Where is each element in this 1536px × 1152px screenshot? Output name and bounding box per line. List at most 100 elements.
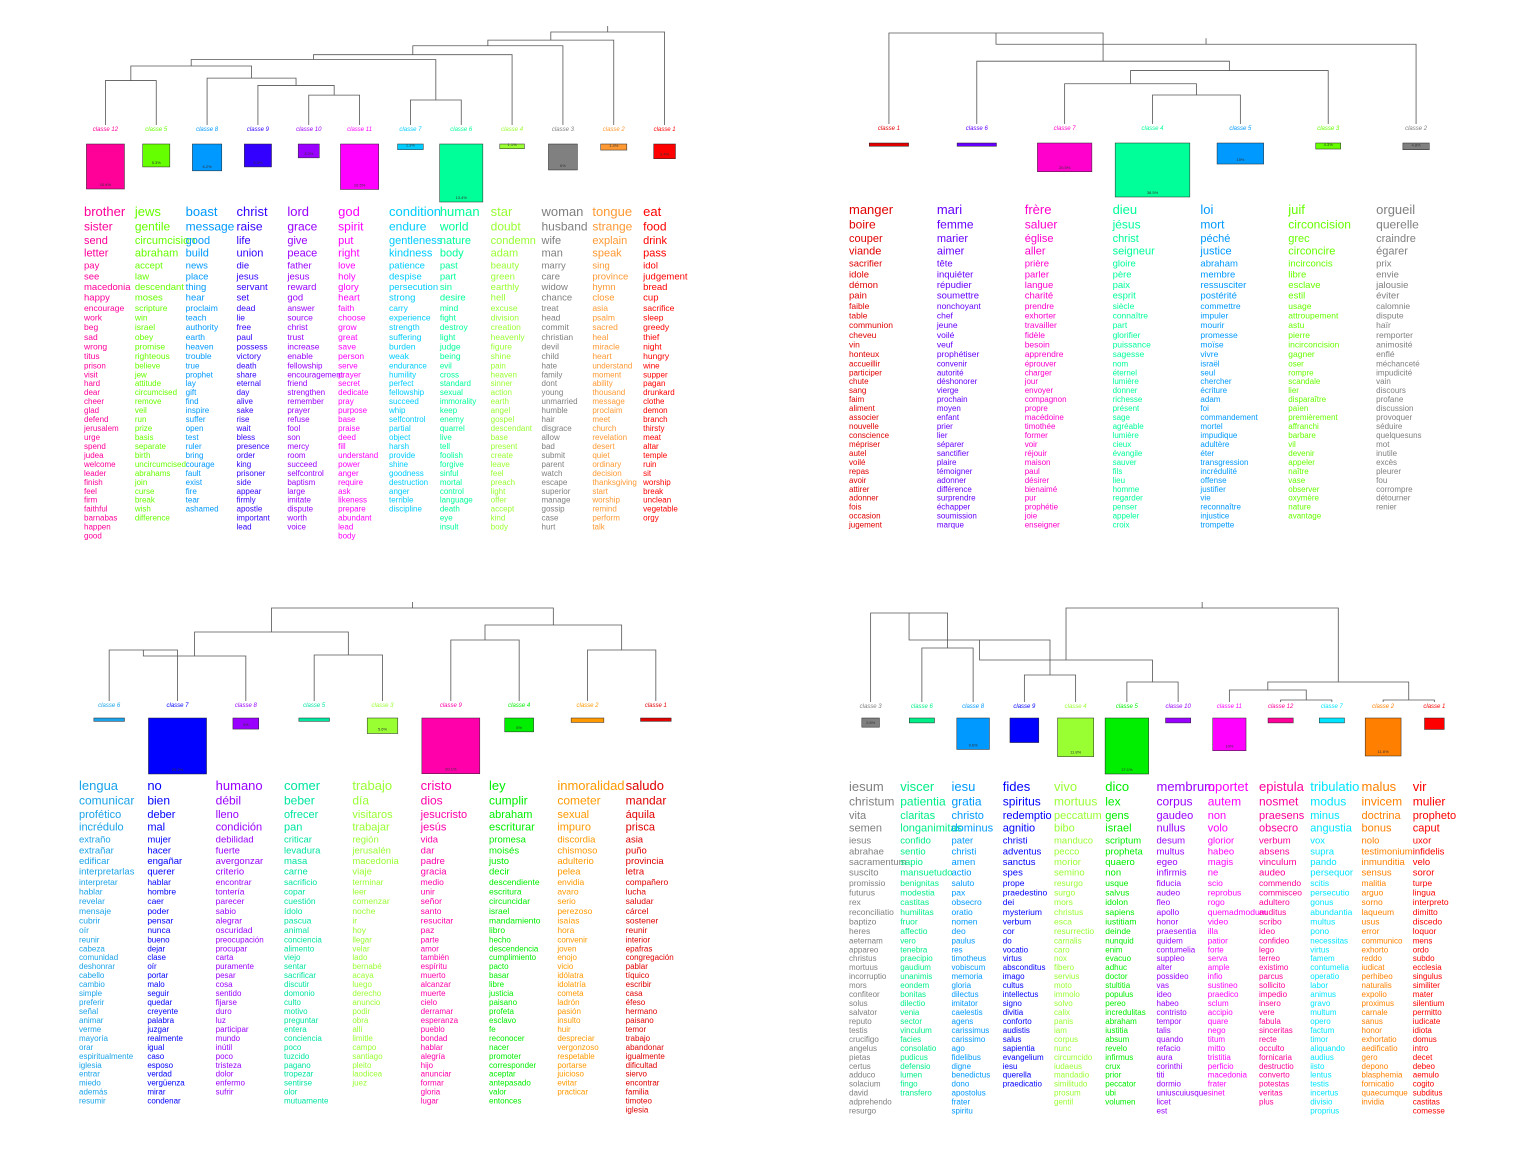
class-word: similitudo bbox=[1054, 1080, 1088, 1089]
class-word: oscuridad bbox=[216, 925, 253, 935]
class-word: quaecumque bbox=[1362, 1089, 1409, 1098]
class-word: eondem bbox=[900, 981, 929, 990]
class-word: vocatio bbox=[1003, 945, 1029, 954]
class-word: likeness bbox=[338, 496, 367, 505]
class-word: carissimo bbox=[952, 1035, 986, 1044]
class-word: suppleo bbox=[1157, 954, 1186, 963]
class-word: señal bbox=[79, 1007, 98, 1016]
class-word: abraham bbox=[135, 247, 178, 259]
class-word: similiter bbox=[1413, 981, 1440, 990]
class-word: couper bbox=[849, 233, 883, 245]
class-word: visitaros bbox=[352, 809, 393, 821]
class-word: joven bbox=[556, 944, 576, 953]
class-word: non bbox=[1105, 868, 1121, 879]
class-word: pleurer bbox=[1376, 467, 1401, 476]
class-word: abraham bbox=[1200, 259, 1238, 270]
class-word: desert bbox=[592, 442, 615, 451]
class-word: absens bbox=[1259, 846, 1290, 857]
class-word: nunc bbox=[1054, 1044, 1071, 1053]
class-word: hablar bbox=[421, 1043, 444, 1052]
class-word: animosité bbox=[1376, 339, 1413, 349]
class-word: vicio bbox=[557, 962, 574, 971]
class-word: incrédulité bbox=[1200, 467, 1237, 476]
class-word: encontrar bbox=[216, 877, 252, 887]
class-label: classe 3 bbox=[860, 704, 883, 710]
class-word: care bbox=[542, 271, 560, 282]
class-word: dono bbox=[952, 1080, 970, 1089]
class-word: glory bbox=[338, 282, 359, 293]
class-word: croix bbox=[1113, 521, 1130, 530]
class-word: charité bbox=[1025, 291, 1054, 302]
class-percent: 2.8% bbox=[866, 720, 876, 725]
class-word: thirsty bbox=[643, 424, 664, 433]
class-word: faim bbox=[849, 395, 864, 404]
class-word: base bbox=[491, 433, 509, 442]
class-word: uncircumcised bbox=[135, 460, 186, 469]
class-word: gaudium bbox=[900, 963, 931, 972]
class-word: loi bbox=[1200, 202, 1213, 217]
class-word: insulto bbox=[557, 1016, 581, 1025]
class-word: fabula bbox=[1259, 1017, 1281, 1026]
class-word: weak bbox=[388, 351, 410, 361]
class-word: luego bbox=[352, 980, 372, 989]
class-word: donner bbox=[1113, 386, 1138, 395]
class-word: trabajo bbox=[352, 778, 392, 793]
class-word: esprit bbox=[1113, 291, 1137, 302]
class-word: fornicatio bbox=[1362, 1080, 1395, 1089]
class-word: sing bbox=[592, 261, 609, 272]
class-word: adultère bbox=[1200, 440, 1229, 449]
class-word: amen bbox=[952, 857, 976, 868]
class-word: baptism bbox=[287, 478, 315, 487]
class-word: nom bbox=[1113, 359, 1129, 368]
class-word: pueblo bbox=[421, 1025, 446, 1034]
class-word: iudaeus bbox=[1054, 1062, 1082, 1071]
class-word: mansuetudo bbox=[900, 868, 952, 879]
class-word: adulterio bbox=[557, 856, 593, 867]
class-word: dormio bbox=[1157, 1080, 1182, 1089]
class-word: viaje bbox=[352, 867, 372, 878]
class-label: classe 7 bbox=[1321, 704, 1344, 710]
class-word: dispute bbox=[287, 505, 313, 514]
class-word: impudique bbox=[1200, 431, 1237, 440]
class-word: frater bbox=[1208, 1080, 1227, 1089]
class-word: opero bbox=[1310, 1017, 1331, 1026]
class-word: présent bbox=[1113, 404, 1140, 413]
class-word: remporter bbox=[1376, 330, 1413, 340]
class-label: classe 12 bbox=[1268, 704, 1294, 710]
class-word: timoteo bbox=[626, 1097, 653, 1106]
class-word: quemadmodum bbox=[1208, 907, 1267, 917]
class-word: accipio bbox=[1208, 1008, 1233, 1017]
class-word: voir bbox=[1025, 440, 1038, 449]
class-word: lugar bbox=[421, 1097, 439, 1106]
class-word: participar bbox=[216, 1025, 249, 1034]
class-word: sake bbox=[237, 406, 254, 415]
class-size-box bbox=[640, 717, 672, 722]
class-word: ability bbox=[592, 379, 612, 388]
class-word: apostolus bbox=[952, 1089, 986, 1098]
class-word: sinceritas bbox=[1259, 1026, 1293, 1035]
class-word: debeo bbox=[1413, 1062, 1436, 1071]
class-word: ruler bbox=[186, 442, 202, 451]
class-word: thousand bbox=[592, 388, 625, 397]
class-word: reconnaître bbox=[1200, 503, 1241, 512]
class-word: share bbox=[237, 370, 258, 379]
class-word: panis bbox=[1054, 1017, 1073, 1026]
class-word: propheto bbox=[1413, 810, 1456, 822]
class-word: pensar bbox=[147, 915, 173, 925]
class-word: sleep bbox=[643, 313, 664, 323]
class-word: jew bbox=[134, 370, 147, 379]
class-word: creyente bbox=[147, 1007, 178, 1016]
class-word: benignitas bbox=[900, 878, 939, 888]
class-word: dedicate bbox=[338, 388, 369, 397]
class-word: give bbox=[287, 235, 307, 247]
class-word: idole bbox=[849, 269, 869, 280]
class-word: miracle bbox=[592, 341, 620, 351]
class-word: enemy bbox=[440, 415, 464, 424]
class-word: fils bbox=[1113, 467, 1123, 476]
class-word: dificultad bbox=[626, 1061, 658, 1070]
class-word: enflé bbox=[1376, 349, 1395, 359]
class-word: abundant bbox=[338, 514, 372, 523]
class-size-box bbox=[1216, 142, 1264, 165]
class-word: commisceo bbox=[1259, 888, 1302, 898]
class-word: infirmus bbox=[1105, 1053, 1133, 1062]
